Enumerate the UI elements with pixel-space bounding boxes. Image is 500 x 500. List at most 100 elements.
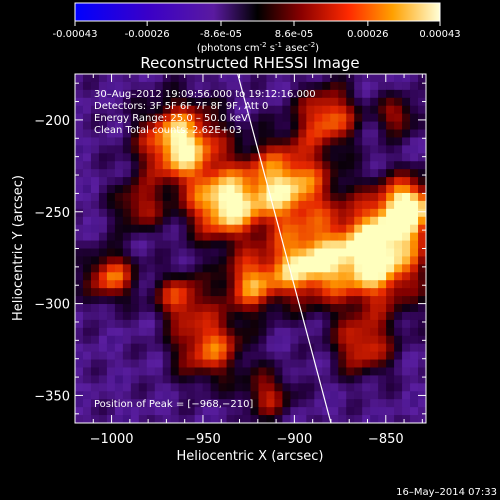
heatmap-cell	[362, 272, 371, 281]
heatmap-cell	[98, 74, 108, 83]
heatmap-cell	[306, 113, 315, 123]
heatmap-cell	[386, 200, 395, 210]
heatmap-cell	[362, 129, 371, 139]
heatmap-cell	[346, 359, 355, 369]
heatmap-cell	[282, 304, 291, 313]
heatmap-cell	[75, 121, 84, 131]
heatmap-cell	[194, 137, 204, 146]
heatmap-cell	[258, 383, 268, 392]
heatmap-cell	[370, 319, 379, 329]
heatmap-cell	[370, 169, 379, 178]
heatmap-cell	[154, 335, 164, 345]
heatmap-cell	[234, 161, 244, 170]
heatmap-cell	[170, 304, 180, 313]
heatmap-cell	[274, 399, 284, 408]
heatmap-cell	[138, 137, 148, 146]
heatmap-cell	[106, 121, 116, 131]
heatmap-cell	[298, 161, 307, 170]
heatmap-cell	[362, 335, 371, 345]
heatmap-cell	[370, 335, 379, 345]
heatmap-cell	[346, 256, 355, 265]
heatmap-cell	[82, 74, 92, 83]
heatmap-cell	[202, 129, 212, 139]
heatmap-cell	[130, 89, 140, 99]
heatmap-cell	[362, 192, 371, 202]
heatmap-cell	[178, 399, 188, 408]
heatmap-cell	[154, 399, 164, 408]
heatmap-cell	[194, 256, 204, 265]
heatmap-cell	[354, 288, 363, 297]
heatmap-cell	[322, 81, 331, 91]
heatmap-cell	[234, 200, 244, 210]
heatmap-cell	[314, 296, 323, 305]
heatmap-cell	[410, 105, 419, 115]
heatmap-cell	[346, 137, 355, 146]
heatmap-cell	[106, 327, 116, 337]
heatmap-cell	[130, 264, 140, 273]
heatmap-cell	[250, 399, 260, 408]
heatmap-cell	[202, 391, 212, 400]
heatmap-cell	[186, 272, 196, 281]
heatmap-cell	[226, 145, 236, 154]
heatmap-cell	[82, 407, 92, 416]
heatmap-cell	[290, 192, 299, 202]
heatmap-cell	[322, 113, 331, 123]
heatmap-cell	[202, 97, 212, 107]
heatmap-cell	[82, 280, 92, 289]
heatmap-cell	[226, 288, 236, 297]
heatmap-cell	[306, 216, 315, 226]
heatmap-cell	[394, 399, 403, 408]
heatmap-cell	[114, 224, 124, 234]
heatmap-cell	[75, 240, 84, 250]
heatmap-cell	[210, 208, 220, 218]
heatmap-cell	[146, 153, 156, 162]
heatmap-cell	[226, 121, 236, 131]
heatmap-cell	[298, 288, 307, 297]
heatmap-cell	[194, 335, 204, 345]
heatmap-cell	[298, 319, 307, 329]
heatmap-cell	[186, 81, 196, 91]
heatmap-cell	[266, 200, 276, 210]
heatmap-cell	[410, 399, 419, 408]
heatmap-cell	[306, 272, 315, 281]
heatmap-cell	[346, 113, 355, 123]
solar-limb-line	[237, 74, 332, 423]
heatmap-cell	[378, 256, 387, 265]
heatmap-cell	[322, 200, 331, 210]
heatmap-cell	[266, 327, 276, 337]
heatmap-cell	[106, 280, 116, 289]
heatmap-cell	[394, 383, 403, 392]
heatmap-cell	[338, 224, 347, 234]
heatmap-cell	[178, 81, 188, 91]
heatmap-cell	[394, 375, 403, 384]
heatmap-cell	[322, 137, 331, 146]
heatmap-cell	[122, 200, 132, 210]
heatmap-cell	[362, 375, 371, 384]
heatmap-cell	[410, 415, 419, 423]
heatmap-cell	[226, 200, 236, 210]
heatmap-cell	[386, 296, 395, 305]
heatmap-cell	[282, 89, 291, 99]
heatmap-cell	[162, 391, 172, 400]
heatmap-cell	[402, 304, 411, 313]
chart-title: Reconstructed RHESSI Image	[140, 54, 359, 72]
heatmap-cell	[106, 137, 116, 146]
heatmap-cell	[402, 343, 411, 353]
heatmap-cell	[122, 407, 132, 416]
heatmap-cell	[218, 185, 228, 194]
heatmap-cell	[338, 192, 347, 202]
heatmap-cell	[162, 399, 172, 408]
heatmap-cell	[98, 319, 108, 329]
heatmap-cell	[170, 248, 180, 258]
heatmap-cell	[106, 224, 116, 234]
heatmap-cell	[194, 272, 204, 281]
heatmap-cell	[402, 185, 411, 194]
heatmap-cell	[178, 216, 188, 226]
heatmap-cell	[130, 415, 140, 423]
heatmap-cell	[82, 232, 92, 242]
heatmap-cell	[290, 145, 299, 154]
heatmap-cell	[226, 153, 236, 162]
heatmap-cell	[210, 280, 220, 289]
heatmap-cell	[146, 224, 156, 234]
heatmap-cell	[354, 264, 363, 273]
